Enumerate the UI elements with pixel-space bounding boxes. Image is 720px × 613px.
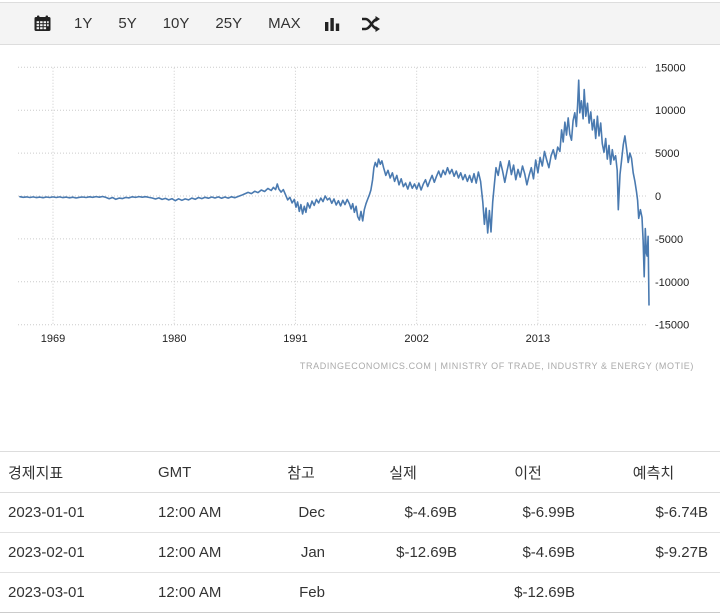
- calendar-row[interactable]: 2023-03-01 12:00 AM Feb $-12.69B: [0, 572, 720, 613]
- calendar-cell: [587, 572, 720, 613]
- bar-chart-icon[interactable]: [314, 10, 351, 38]
- y-axis-tick-label: 10000: [655, 105, 686, 117]
- x-axis-tick-label: 2013: [526, 333, 550, 345]
- x-axis-tick-label: 1980: [162, 333, 186, 345]
- calendar-cell: $-6.74B: [587, 492, 720, 533]
- y-axis-tick-label: 5000: [655, 148, 679, 160]
- calendar-cell: Jan: [265, 532, 337, 573]
- shuffle-compare-icon[interactable]: [351, 10, 390, 38]
- calendar-cell: 2023-01-01: [0, 492, 150, 533]
- range-button-1y[interactable]: 1Y: [61, 10, 105, 37]
- column-header: 이전: [469, 451, 587, 493]
- calendar-cell: $-12.69B: [469, 572, 587, 613]
- calendar-cell: Feb: [265, 572, 337, 613]
- y-axis-tick-label: -15000: [655, 320, 689, 332]
- column-header: 참고: [265, 451, 337, 493]
- chart-attribution: TRADINGECONOMICS.COM | MINISTRY OF TRADE…: [300, 361, 694, 371]
- x-axis-tick-label: 1969: [41, 333, 65, 345]
- column-header: 예측치: [587, 451, 720, 493]
- x-axis-tick-label: 2002: [404, 333, 428, 345]
- calendar-cell: 2023-02-01: [0, 532, 150, 573]
- chart-toolbar: 1Y 5Y 10Y 25Y MAX: [0, 2, 720, 45]
- y-axis-tick-label: 15000: [655, 62, 686, 74]
- y-axis-tick-label: 0: [655, 191, 661, 203]
- range-button-10y[interactable]: 10Y: [150, 10, 203, 37]
- column-header: 실제: [337, 451, 469, 493]
- calendar-cell: 12:00 AM: [150, 572, 265, 613]
- trade-balance-chart-canvas[interactable]: 15000 10000 5000 0 -5000 -10000 -15000 1969 1980…: [0, 45, 720, 386]
- calendar-cell: $-4.69B: [337, 492, 469, 533]
- calendar-cell: 2023-03-01: [0, 572, 150, 613]
- y-axis-tick-label: -10000: [655, 277, 689, 289]
- y-axis-tick-label: -5000: [655, 234, 683, 246]
- calendar-cell: $-4.69B: [469, 532, 587, 573]
- range-button-max[interactable]: MAX: [255, 10, 314, 37]
- range-button-25y[interactable]: 25Y: [202, 10, 255, 37]
- x-axis-tick-label: 1991: [283, 333, 307, 345]
- calendar-header-row: 경제지표 GMT 참고 실제 이전 예측치: [0, 451, 720, 493]
- calendar-row[interactable]: 2023-02-01 12:00 AM Jan $-12.69B $-4.69B $-9.…: [0, 532, 720, 573]
- calendar-cell: $-6.99B: [469, 492, 587, 533]
- calendar-cell: 12:00 AM: [150, 532, 265, 573]
- calendar-row[interactable]: 2023-01-01 12:00 AM Dec $-4.69B $-6.99B $-6.7…: [0, 492, 720, 533]
- range-button-5y[interactable]: 5Y: [105, 10, 149, 37]
- calendar-cell: 12:00 AM: [150, 492, 265, 533]
- trade-balance-series-line[interactable]: [19, 79, 650, 306]
- trade-balance-chart[interactable]: 15000 10000 5000 0 -5000 -10000 -15000 1969 1980…: [0, 45, 720, 386]
- column-header: GMT: [150, 451, 265, 493]
- calendar-cell: [337, 572, 469, 613]
- column-header: 경제지표: [0, 451, 150, 493]
- calendar-cell: Dec: [265, 492, 337, 533]
- calendar-icon[interactable]: [24, 9, 61, 38]
- economic-calendar-table: 경제지표 GMT 참고 실제 이전 예측치 2023-01-01 12:00 AM Dec $-…: [0, 451, 720, 613]
- calendar-cell: $-12.69B: [337, 532, 469, 573]
- calendar-cell: $-9.27B: [587, 532, 720, 573]
